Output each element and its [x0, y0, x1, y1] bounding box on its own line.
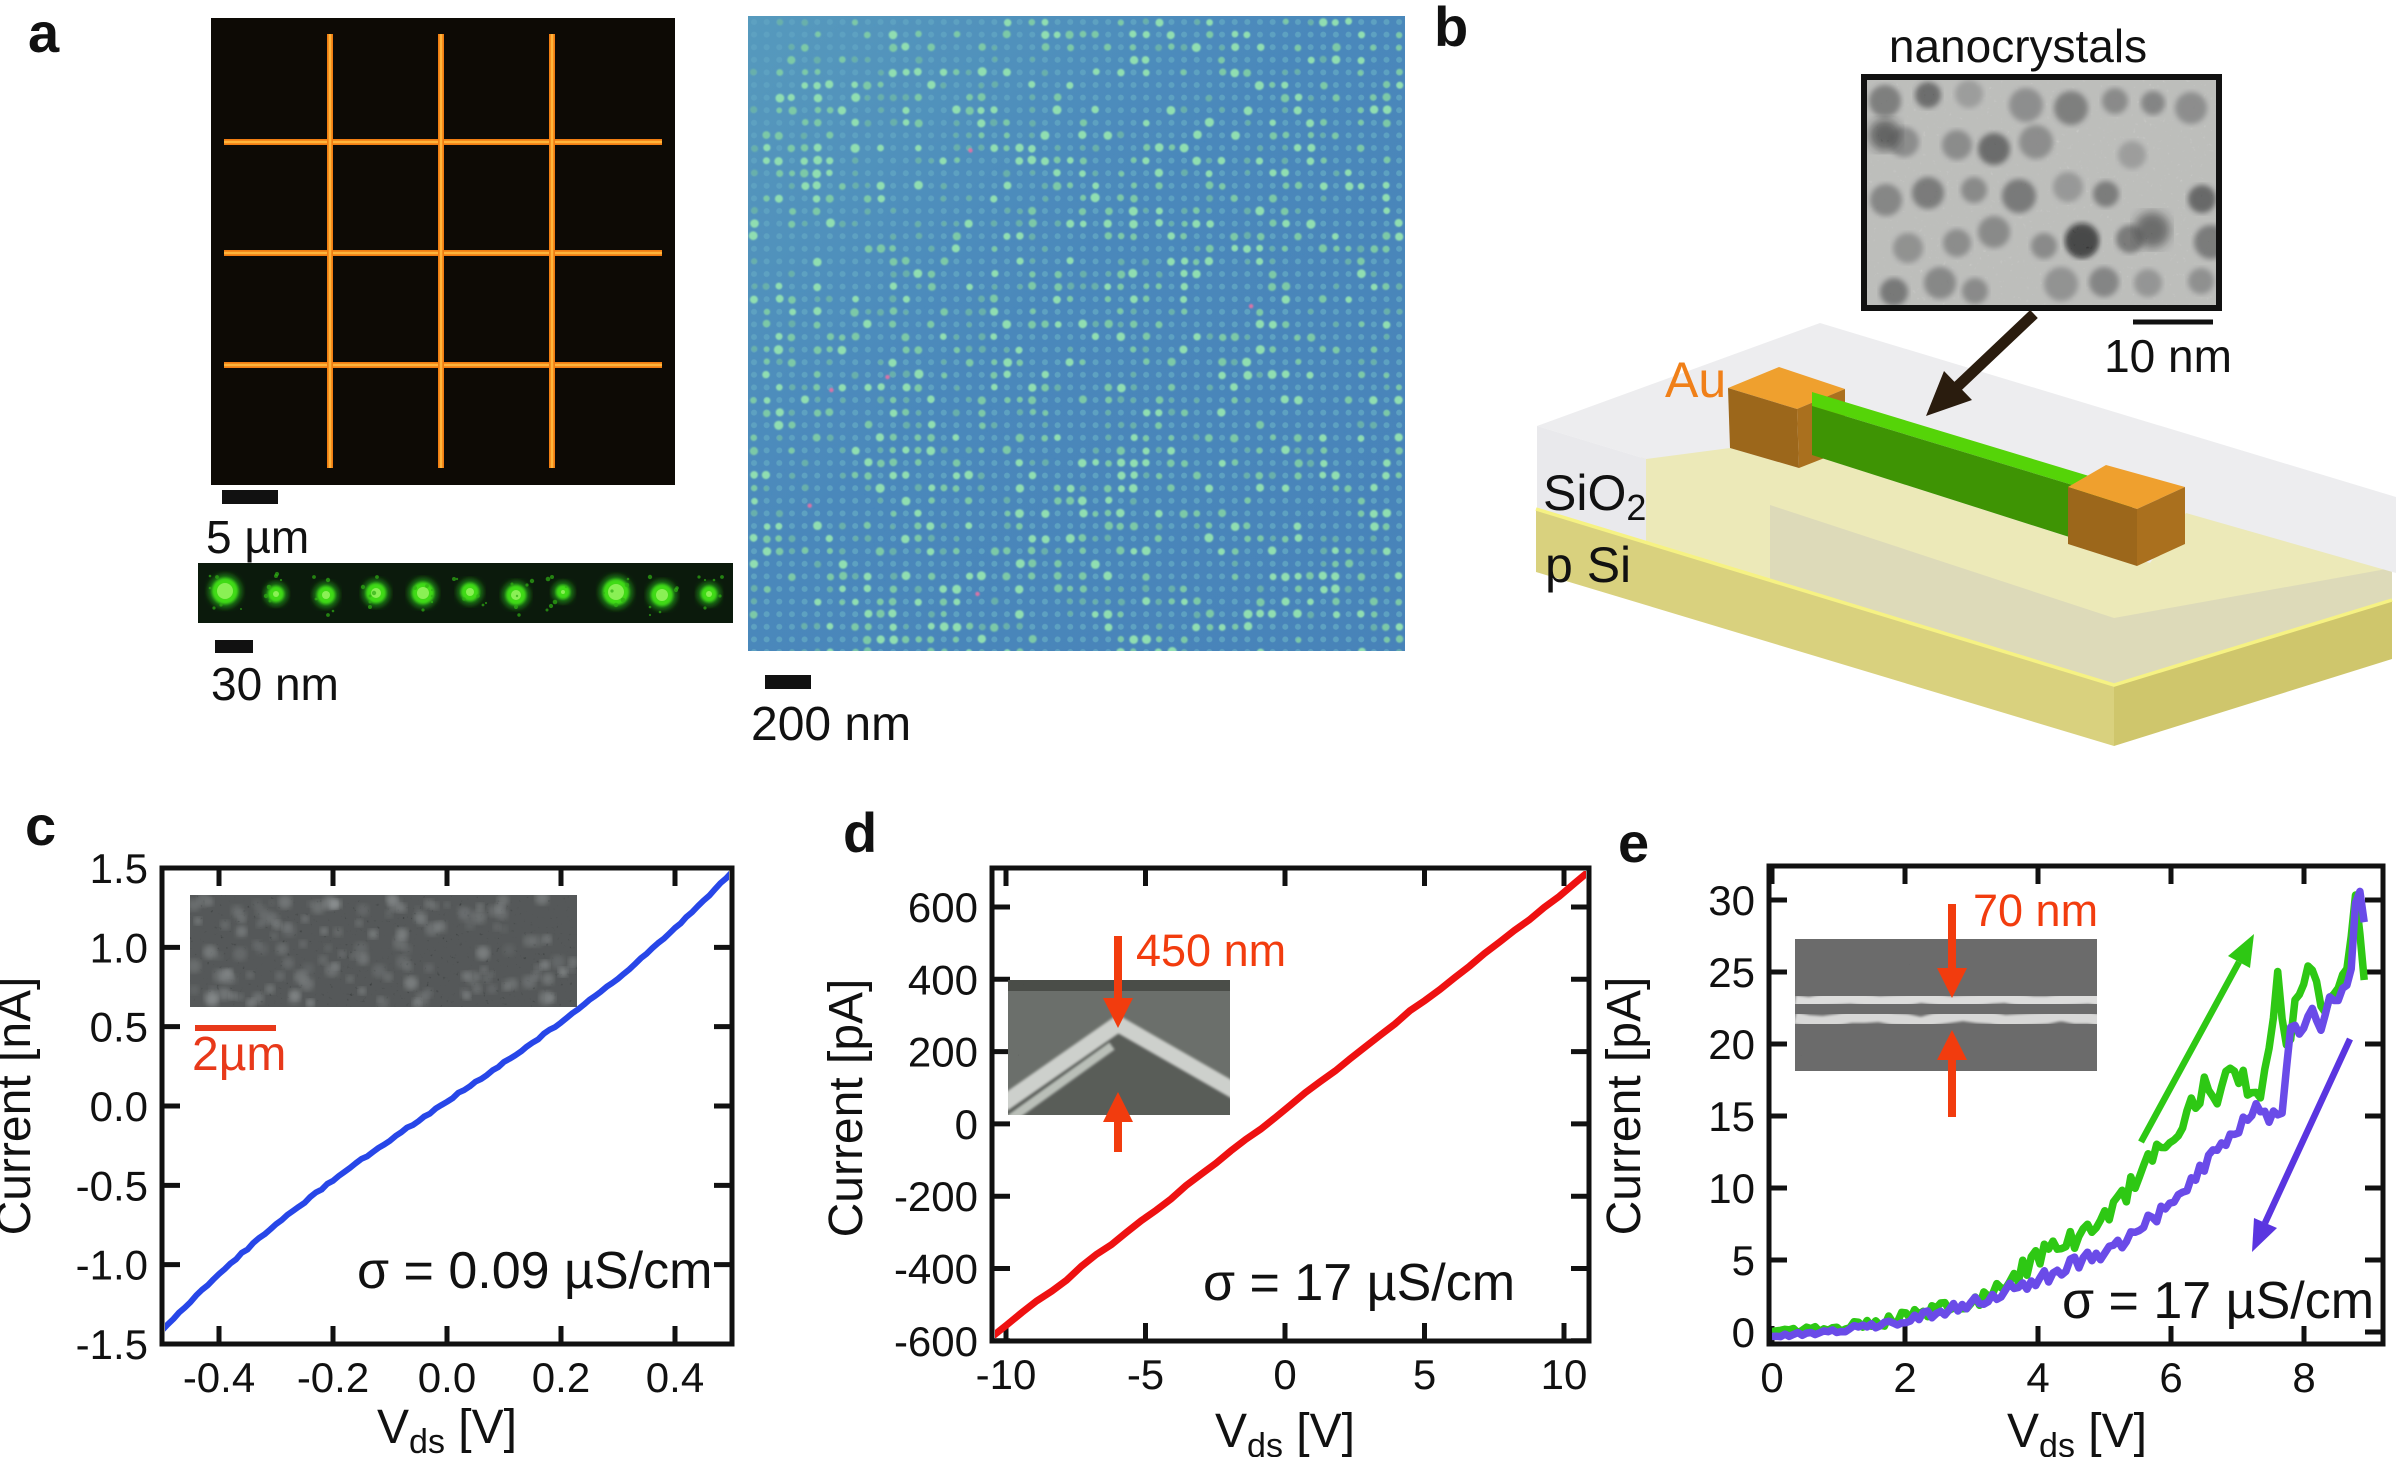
svg-text:e: e	[1618, 811, 1649, 874]
svg-text:0.0: 0.0	[90, 1083, 148, 1130]
svg-text:5: 5	[1732, 1237, 1755, 1284]
svg-text:0.0: 0.0	[418, 1354, 476, 1401]
svg-text:6: 6	[2159, 1354, 2182, 1401]
svg-text:2µm: 2µm	[192, 1028, 286, 1081]
svg-text:2: 2	[1893, 1354, 1916, 1401]
svg-text:0: 0	[1273, 1351, 1296, 1398]
svg-text:Current [nA]: Current [nA]	[0, 977, 41, 1236]
svg-text:600: 600	[908, 884, 978, 931]
svg-text:d: d	[843, 801, 877, 864]
svg-text:10: 10	[1541, 1351, 1588, 1398]
svg-text:Current [pA]: Current [pA]	[820, 979, 873, 1238]
svg-text:Current [pA]: Current [pA]	[1598, 977, 1651, 1236]
svg-text:-0.5: -0.5	[76, 1162, 148, 1209]
svg-text:Vds [V]: Vds [V]	[2007, 1405, 2147, 1457]
svg-text:200 nm: 200 nm	[751, 698, 911, 751]
svg-text:Vds [V]: Vds [V]	[377, 1401, 517, 1457]
svg-text:400: 400	[908, 956, 978, 1003]
svg-text:5 µm: 5 µm	[206, 511, 309, 563]
svg-text:-0.2: -0.2	[297, 1354, 369, 1401]
svg-text:Vds [V]: Vds [V]	[1215, 1405, 1355, 1457]
svg-text:5: 5	[1413, 1351, 1436, 1398]
svg-text:a: a	[28, 1, 60, 64]
svg-text:σ = 0.09 µS/cm: σ = 0.09 µS/cm	[357, 1242, 712, 1300]
svg-text:p Si: p Si	[1545, 537, 1631, 593]
svg-text:0.2: 0.2	[532, 1354, 590, 1401]
svg-text:-5: -5	[1127, 1351, 1164, 1398]
svg-text:σ = 17 µS/cm: σ = 17 µS/cm	[2062, 1272, 2374, 1330]
svg-text:σ = 17 µS/cm: σ = 17 µS/cm	[1203, 1254, 1515, 1312]
svg-text:0.5: 0.5	[90, 1004, 148, 1051]
svg-text:10: 10	[1708, 1165, 1755, 1212]
svg-text:-600: -600	[894, 1318, 978, 1365]
svg-text:-400: -400	[894, 1246, 978, 1293]
svg-text:-1.0: -1.0	[76, 1242, 148, 1289]
svg-text:-0.4: -0.4	[183, 1354, 255, 1401]
svg-text:1.0: 1.0	[90, 924, 148, 971]
svg-text:25: 25	[1708, 949, 1755, 996]
svg-text:-10: -10	[976, 1351, 1037, 1398]
svg-text:-1.5: -1.5	[76, 1321, 148, 1368]
svg-text:200: 200	[908, 1029, 978, 1076]
svg-text:c: c	[25, 794, 56, 857]
svg-text:10 nm: 10 nm	[2104, 330, 2232, 382]
svg-text:30 nm: 30 nm	[211, 658, 339, 710]
svg-text:1.5: 1.5	[90, 845, 148, 892]
svg-text:20: 20	[1708, 1021, 1755, 1068]
svg-text:nanocrystals: nanocrystals	[1889, 20, 2147, 72]
svg-text:0: 0	[1760, 1354, 1783, 1401]
svg-text:8: 8	[2292, 1354, 2315, 1401]
svg-text:0.4: 0.4	[646, 1354, 704, 1401]
svg-text:70 nm: 70 nm	[1973, 885, 2098, 936]
svg-text:30: 30	[1708, 877, 1755, 924]
svg-text:-200: -200	[894, 1173, 978, 1220]
svg-text:0: 0	[1732, 1309, 1755, 1356]
svg-text:b: b	[1434, 0, 1468, 58]
svg-text:Au: Au	[1665, 352, 1726, 408]
svg-text:450 nm: 450 nm	[1136, 925, 1286, 976]
svg-text:15: 15	[1708, 1093, 1755, 1140]
svg-text:0: 0	[955, 1101, 978, 1148]
svg-text:4: 4	[2026, 1354, 2049, 1401]
